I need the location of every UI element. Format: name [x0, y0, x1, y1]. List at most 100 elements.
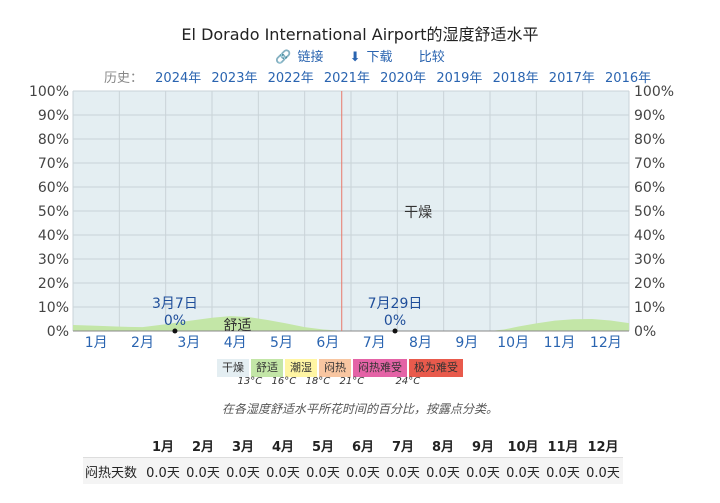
x-tick-label: 8月	[409, 335, 432, 351]
row-label: 闷热天数	[83, 457, 143, 484]
threshold-label: 24°C	[395, 376, 421, 387]
year-link-2023[interactable]: 2023年	[211, 71, 258, 86]
y-tick-label-right: 30%	[634, 252, 665, 268]
legend-item: 干燥	[216, 358, 250, 378]
table-header-month: 5月	[311, 439, 335, 455]
compare-button[interactable]: 比较	[418, 50, 445, 65]
y-tick-label-left: 80%	[38, 132, 69, 148]
year-link-2020[interactable]: 2020年	[380, 71, 427, 86]
download-label: 下载	[366, 50, 393, 65]
legend-item: 舒适	[250, 358, 284, 378]
threshold-label: 21°C	[339, 376, 365, 387]
table-cell: 0.0天	[543, 457, 583, 484]
link-button[interactable]: 🔗 链接	[275, 50, 323, 65]
y-tick-label-right: 10%	[634, 300, 665, 316]
table-cell: 0.0天	[223, 457, 263, 484]
y-tick-label-left: 90%	[38, 108, 69, 124]
table-cell: 0.0天	[383, 457, 423, 484]
table-header-row: 1月 2月 3月 4月 5月 6月 7月 8月 9月 10月 11月 12月	[83, 433, 623, 458]
y-tick-label-left: 50%	[38, 204, 69, 220]
table-header-month: 10月	[507, 439, 539, 455]
link-bar: 🔗 链接 ⬇ 下载 比较	[0, 46, 720, 65]
table-cell: 0.0天	[423, 457, 463, 484]
table-header-month: 12月	[587, 439, 619, 455]
x-tick-label: 4月	[224, 335, 247, 351]
y-tick-label-left: 40%	[38, 228, 69, 244]
y-tick-label-right: 80%	[634, 132, 665, 148]
table-corner	[83, 433, 143, 458]
x-tick-label: 2月	[131, 335, 154, 351]
year-link-2021[interactable]: 2021年	[323, 71, 370, 86]
y-tick-label-left: 100%	[29, 84, 69, 100]
annotation-date-label: 3月7日	[152, 296, 198, 312]
year-link-2018[interactable]: 2018年	[492, 71, 539, 86]
table-header-month: 2月	[191, 439, 215, 455]
table-cell: 0.0天	[183, 457, 223, 484]
year-link-2022[interactable]: 2022年	[267, 71, 314, 86]
table-header-month: 1月	[151, 439, 175, 455]
annotation-point	[172, 328, 178, 334]
humidity-chart: 0% 0% 10% 10% 20% 20% 30% 30% 40% 40% 50% 50% 60% 60%…	[29, 84, 674, 351]
y-tick-label-left: 20%	[38, 276, 69, 292]
legend-item: 极为难受	[408, 358, 464, 378]
y-tick-label-right: 20%	[634, 276, 665, 292]
muggy-days-table: 1月 2月 3月 4月 5月 6月 7月 8月 9月 10月 11月 12月 闷…	[83, 433, 623, 484]
table-cell: 0.0天	[143, 457, 183, 484]
annotation-value-label: 0%	[384, 313, 406, 329]
threshold-label: 16°C	[271, 376, 297, 387]
y-tick-label-right: 70%	[634, 156, 665, 172]
y-tick-label-left: 10%	[38, 300, 69, 316]
table-header-month: 7月	[391, 439, 415, 455]
table-header-month: 6月	[351, 439, 375, 455]
table-cell: 0.0天	[503, 457, 543, 484]
x-tick-label: 6月	[316, 335, 339, 351]
y-tick-label-right: 0%	[634, 324, 656, 340]
table-cell: 0.0天	[263, 457, 303, 484]
y-tick-label-right: 50%	[634, 204, 665, 220]
y-tick-label-right: 100%	[634, 84, 674, 100]
x-tick-label: 3月	[177, 335, 200, 351]
year-link-2019[interactable]: 2019年	[436, 71, 483, 86]
legend-item: 闷热难受	[352, 358, 408, 378]
legend-item: 潮湿	[284, 358, 318, 378]
x-tick-label: 9月	[455, 335, 478, 351]
threshold-label: 18°C	[305, 376, 331, 387]
history-label: 历史：	[104, 71, 144, 86]
threshold-label: 13°C	[237, 376, 263, 387]
table-header-month: 4月	[271, 439, 295, 455]
year-link-2016[interactable]: 2016年	[605, 71, 652, 86]
table-cell: 0.0天	[583, 457, 623, 484]
area-label: 舒适	[223, 318, 251, 334]
year-link-2024[interactable]: 2024年	[155, 71, 202, 86]
y-tick-label-right: 60%	[634, 180, 665, 196]
link-label: 链接	[297, 50, 324, 65]
table-row: 闷热天数 0.0天 0.0天 0.0天 0.0天 0.0天 0.0天 0.0天 …	[83, 457, 623, 484]
y-tick-label-left: 0%	[47, 324, 69, 340]
comfortable-area	[73, 316, 629, 331]
table-header-month: 3月	[231, 439, 255, 455]
y-tick-label-right: 90%	[634, 108, 665, 124]
table-header-month: 11月	[547, 439, 579, 455]
y-tick-label-left: 30%	[38, 252, 69, 268]
chart-caption: 在各湿度舒适水平所花时间的百分比，按露点分类。	[221, 402, 498, 416]
table-cell: 0.0天	[303, 457, 343, 484]
area-label: 干燥	[404, 205, 432, 221]
legend-item: 闷热	[318, 358, 352, 378]
x-tick-label: 10月	[497, 335, 529, 351]
download-icon: ⬇	[349, 50, 361, 65]
link-icon: 🔗	[275, 50, 292, 65]
table-header-month: 8月	[431, 439, 455, 455]
x-tick-label: 11月	[544, 335, 576, 351]
y-tick-label-right: 40%	[634, 228, 665, 244]
x-tick-label: 7月	[363, 335, 386, 351]
y-tick-label-left: 70%	[38, 156, 69, 172]
x-tick-label: 12月	[590, 335, 622, 351]
download-button[interactable]: ⬇ 下载	[350, 50, 393, 65]
annotation-date-label: 7月29日	[368, 296, 423, 312]
x-tick-label: 1月	[85, 335, 108, 351]
table-cell: 0.0天	[463, 457, 503, 484]
legend: 干燥 舒适 潮湿 闷热 闷热难受 极为难受	[216, 358, 464, 378]
annotation-value-label: 0%	[164, 313, 186, 329]
x-tick-label: 5月	[270, 335, 293, 351]
year-link-2017[interactable]: 2017年	[548, 71, 595, 86]
